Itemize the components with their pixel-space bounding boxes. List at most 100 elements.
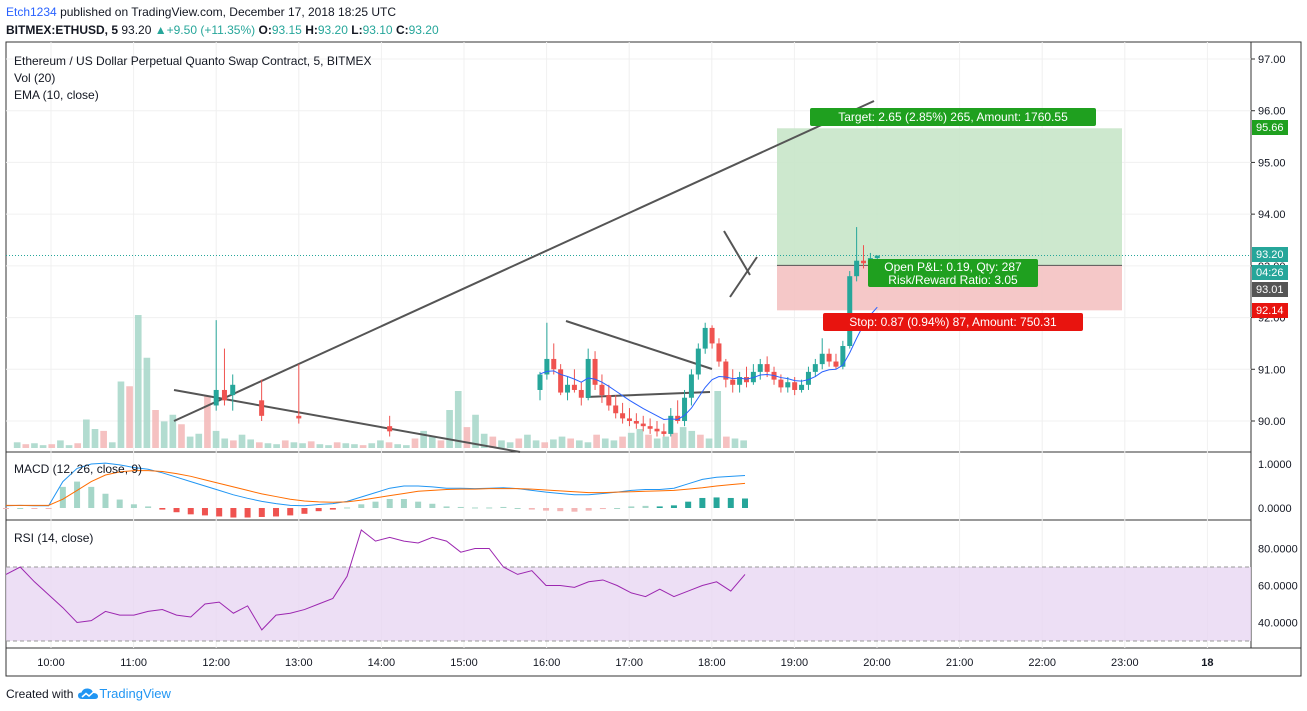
candle-body xyxy=(661,431,667,434)
rsi-tick-label: 60.0000 xyxy=(1258,581,1298,593)
author-link[interactable]: Etch1234 xyxy=(6,5,57,19)
volume-bar xyxy=(662,436,670,448)
time-axis-frame[interactable] xyxy=(5,647,1302,677)
macd-histogram-bar xyxy=(400,499,407,508)
candle-body xyxy=(654,428,660,432)
volume-bar xyxy=(186,436,194,448)
volume-bar xyxy=(342,443,350,448)
target-price-text: 95.66 xyxy=(1256,122,1284,134)
low-label: L: xyxy=(351,23,363,37)
open-pnl-label[interactable]: Open P&L: 0.19, Qty: 287 Risk/Reward Rat… xyxy=(868,259,1038,287)
time-tick-label: 14:00 xyxy=(368,657,396,669)
macd-histogram-bar xyxy=(699,497,706,508)
macd-histogram-bar xyxy=(386,499,393,508)
volume-bar xyxy=(325,445,332,448)
volume-bar xyxy=(65,445,73,448)
macd-histogram-bar xyxy=(358,504,365,508)
macd-histogram-bar xyxy=(500,506,507,508)
target-label-text: Target: 2.65 (2.85%) 265, Amount: 1760.5… xyxy=(838,110,1068,124)
change-value: +9.50 (+11.35%) xyxy=(166,23,256,37)
candle-body xyxy=(833,361,839,367)
macd-histogram-bar xyxy=(514,508,521,509)
macd-histogram-bar xyxy=(628,506,635,508)
volume-bar xyxy=(100,430,107,448)
candle-body xyxy=(757,364,763,372)
candle-body xyxy=(620,413,626,419)
volume-bar xyxy=(437,440,445,448)
volume-bar xyxy=(48,444,56,448)
volume-bar xyxy=(593,434,600,448)
volume-bar xyxy=(204,395,211,448)
macd-histogram-bar xyxy=(45,508,52,509)
candle-body xyxy=(854,260,860,277)
volume-bar xyxy=(39,445,47,448)
signal-line xyxy=(6,470,746,506)
volume-bar xyxy=(74,443,82,448)
volume-bar xyxy=(688,430,696,448)
volume-bar xyxy=(221,438,229,448)
volume-bar xyxy=(601,438,609,448)
target-zone xyxy=(777,128,1122,266)
volume-bar xyxy=(152,410,159,448)
macd-histogram-bar xyxy=(471,507,478,509)
macd-histogram-bar xyxy=(201,508,208,516)
high-label: H: xyxy=(305,23,318,37)
macd-histogram-bar xyxy=(443,506,450,508)
close-label: C: xyxy=(395,23,409,37)
price-tick-label: 97.00 xyxy=(1258,54,1286,66)
volume-bar xyxy=(627,432,635,448)
tradingview-logo[interactable]: TradingView xyxy=(77,686,171,701)
open-pnl-text: Open P&L: 0.19, Qty: 287 xyxy=(884,260,1022,274)
volume-bar xyxy=(13,442,21,448)
macd-histogram-bar xyxy=(585,508,592,511)
volume-bar xyxy=(169,414,177,448)
entry-price-text: 93.01 xyxy=(1256,284,1284,296)
macd-histogram-bar xyxy=(116,499,123,508)
candle-body xyxy=(840,346,846,367)
macd-histogram-bar xyxy=(429,503,436,508)
chart-title: Ethereum / US Dollar Perpetual Quanto Sw… xyxy=(14,54,372,68)
macd-histogram-bar xyxy=(273,508,280,517)
candle-body xyxy=(743,377,749,383)
volume-bar xyxy=(575,440,583,448)
volume-bar xyxy=(636,429,644,448)
volume-bar xyxy=(506,442,514,448)
volume-bar xyxy=(57,440,64,448)
pennant-upper-line xyxy=(723,230,751,276)
candle-body xyxy=(675,415,681,421)
macd-histogram-bar xyxy=(59,486,66,508)
volume-bar xyxy=(498,440,505,448)
candle-body xyxy=(682,397,688,421)
macd-histogram-bar xyxy=(88,486,95,508)
candle-body xyxy=(578,389,584,398)
candle-body xyxy=(626,418,632,421)
time-tick-label: 11:00 xyxy=(120,657,147,669)
position-zones xyxy=(6,128,1251,311)
candle-body xyxy=(599,384,605,396)
candle-body xyxy=(592,358,598,385)
candle-body xyxy=(702,327,708,349)
macd-pane[interactable] xyxy=(5,451,1252,521)
volume-bar xyxy=(31,443,38,448)
vol-legend: Vol (20) xyxy=(14,71,55,85)
macd-histogram-bar xyxy=(543,508,550,511)
candle-body xyxy=(565,384,571,393)
volume-bar xyxy=(645,434,652,448)
volume-bar xyxy=(515,438,523,448)
time-tick-label: 15:00 xyxy=(450,657,478,669)
volume-bar xyxy=(333,442,341,448)
target-label[interactable]: Target: 2.65 (2.85%) 265, Amount: 1760.5… xyxy=(810,108,1096,126)
candle-body xyxy=(819,353,825,365)
volume-bar xyxy=(610,440,618,448)
volume-bar xyxy=(714,391,722,448)
candle-body xyxy=(259,400,265,416)
macd-histogram-bar xyxy=(685,501,692,508)
candle-body xyxy=(778,379,784,388)
pennant-lower-line xyxy=(729,256,758,298)
candle-body xyxy=(633,421,639,424)
macd-histogram-bar xyxy=(614,508,621,509)
ema-line xyxy=(539,306,878,420)
stop-label[interactable]: Stop: 0.87 (0.94%) 87, Amount: 750.31 xyxy=(823,313,1083,331)
candle-body xyxy=(387,426,393,432)
